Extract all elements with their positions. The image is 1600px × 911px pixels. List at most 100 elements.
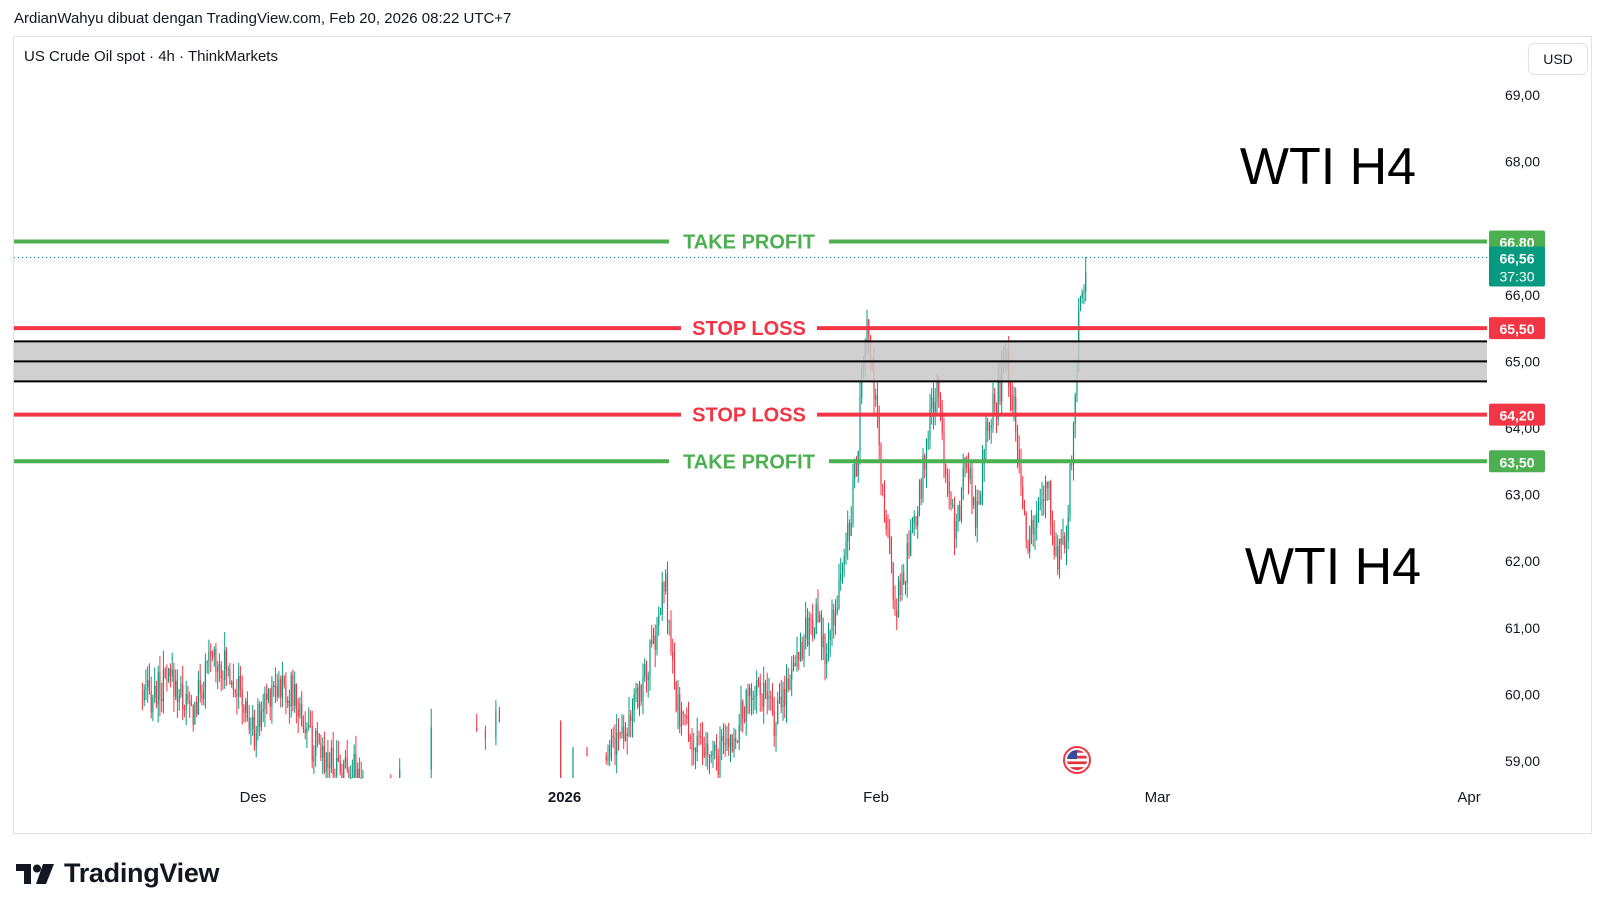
candle-body [754,695,756,698]
candle-body [1037,504,1040,514]
candle-body [164,669,166,679]
candle-body [1057,546,1059,570]
candle-body [684,714,686,716]
candle-body [624,733,627,741]
candle-body [791,669,793,680]
candle-body [175,680,177,697]
candle-body [761,695,763,708]
candle-body [1013,396,1015,410]
last-price-badge[interactable] [1489,246,1545,287]
candle-body [292,675,294,706]
candle-body [280,679,282,698]
x-tick-label: Des [240,789,267,806]
chart-frame[interactable] [13,36,1592,834]
candle-body [866,319,868,341]
candle-body [745,690,747,722]
level-label: STOP LOSS [692,405,806,427]
candle-body [1016,431,1019,450]
candle-body [696,735,698,753]
candle-body [234,689,236,694]
candle-body [302,726,304,730]
candle-body [169,668,171,677]
candle-body [617,732,620,734]
candle-body [1041,499,1043,504]
candle-body [1009,386,1012,395]
candle-body [666,573,669,622]
candle-body [883,485,886,518]
candle-body [960,490,963,521]
candle-body [894,599,896,611]
candle-body [953,504,956,538]
candle-body [656,625,658,650]
candle-body [227,668,229,670]
candle-body [1039,503,1041,505]
candle-body [290,675,292,707]
candle-body [616,732,618,755]
candle-body [682,711,684,715]
candle-body [1036,513,1038,528]
candle-body [185,694,187,711]
candle-body [315,731,317,756]
candle-body [885,517,887,530]
candle-body [610,736,613,745]
candle-body [1011,394,1013,410]
us-flag-icon[interactable] [1063,746,1091,774]
candle-body [901,572,903,596]
candle-body [897,580,900,618]
candle-body [672,651,674,660]
candle-body [203,690,205,699]
candle-body [997,377,999,420]
candle-body [190,703,192,706]
candle-body [971,468,973,505]
candle-body [714,744,716,751]
candle-body [271,685,273,707]
candle-body [322,746,324,759]
stop-loss-price-badge[interactable] [1489,317,1545,340]
candle-body [693,747,695,750]
candle-body [318,733,320,744]
candle-body [882,484,884,486]
wti-h4-annotation: WTI H4 [1245,538,1421,596]
candle-body [239,676,241,690]
candle-body [215,649,217,672]
candle-body [845,541,847,556]
candle-body [913,515,915,524]
candle-body [1050,481,1052,525]
candle-body [1067,517,1069,541]
candle-body [950,494,952,505]
candle-body [686,716,688,718]
candle-body [176,680,178,703]
candle-body [710,755,712,757]
candle-body [619,733,621,735]
currency-button[interactable]: USD [1528,43,1588,75]
candle-body [841,564,844,574]
x-tick-label: 2026 [548,789,581,806]
candle-body [241,689,243,706]
candle-body [1018,449,1020,466]
candle-body [635,687,637,694]
candle-body [677,694,679,711]
candle-body [861,369,863,398]
candle-body [262,709,264,712]
candle-body [637,687,639,708]
candle-body [1027,540,1029,552]
stop-loss-price-badge[interactable] [1489,403,1545,426]
candle-body [691,740,693,750]
candle-body [973,497,975,505]
candle-body [1085,272,1087,292]
candle-body [703,747,705,757]
candle-body [320,743,322,759]
candle-body [649,640,651,676]
candle-body [623,726,625,741]
candle-body [768,696,770,700]
take-profit-price-badge[interactable] [1489,450,1545,473]
candle-body [267,689,269,700]
tradingview-brand[interactable]: TradingView [16,858,220,889]
candle-body [311,726,313,762]
candle-body [712,751,714,756]
candle-body [780,696,782,708]
symbol-info[interactable]: US Crude Oil spot · 4h · ThinkMarkets [24,48,278,65]
candle-body [633,693,635,711]
candle-body [938,379,940,396]
